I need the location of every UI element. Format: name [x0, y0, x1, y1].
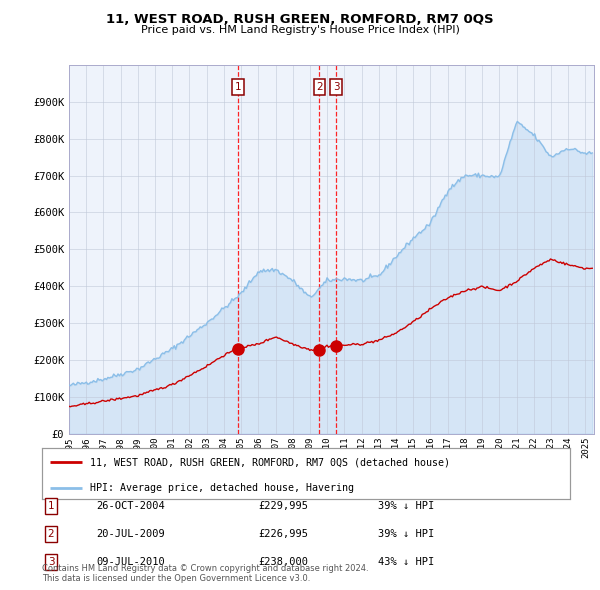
- Text: 1: 1: [47, 502, 55, 511]
- Text: HPI: Average price, detached house, Havering: HPI: Average price, detached house, Have…: [89, 483, 353, 493]
- Text: 2: 2: [316, 82, 323, 92]
- Text: 39% ↓ HPI: 39% ↓ HPI: [378, 502, 434, 511]
- Text: 39% ↓ HPI: 39% ↓ HPI: [378, 529, 434, 539]
- Text: 3: 3: [333, 82, 340, 92]
- Text: 2: 2: [47, 529, 55, 539]
- Text: 43% ↓ HPI: 43% ↓ HPI: [378, 557, 434, 566]
- Text: £226,995: £226,995: [258, 529, 308, 539]
- Text: Contains HM Land Registry data © Crown copyright and database right 2024.
This d: Contains HM Land Registry data © Crown c…: [42, 563, 368, 583]
- Text: £229,995: £229,995: [258, 502, 308, 511]
- Text: Price paid vs. HM Land Registry's House Price Index (HPI): Price paid vs. HM Land Registry's House …: [140, 25, 460, 35]
- Text: 3: 3: [47, 557, 55, 566]
- Text: 09-JUL-2010: 09-JUL-2010: [96, 557, 165, 566]
- Text: 20-JUL-2009: 20-JUL-2009: [96, 529, 165, 539]
- Text: 11, WEST ROAD, RUSH GREEN, ROMFORD, RM7 0QS (detached house): 11, WEST ROAD, RUSH GREEN, ROMFORD, RM7 …: [89, 457, 449, 467]
- Text: 1: 1: [235, 82, 241, 92]
- Text: £238,000: £238,000: [258, 557, 308, 566]
- Text: 26-OCT-2004: 26-OCT-2004: [96, 502, 165, 511]
- Text: 11, WEST ROAD, RUSH GREEN, ROMFORD, RM7 0QS: 11, WEST ROAD, RUSH GREEN, ROMFORD, RM7 …: [106, 13, 494, 26]
